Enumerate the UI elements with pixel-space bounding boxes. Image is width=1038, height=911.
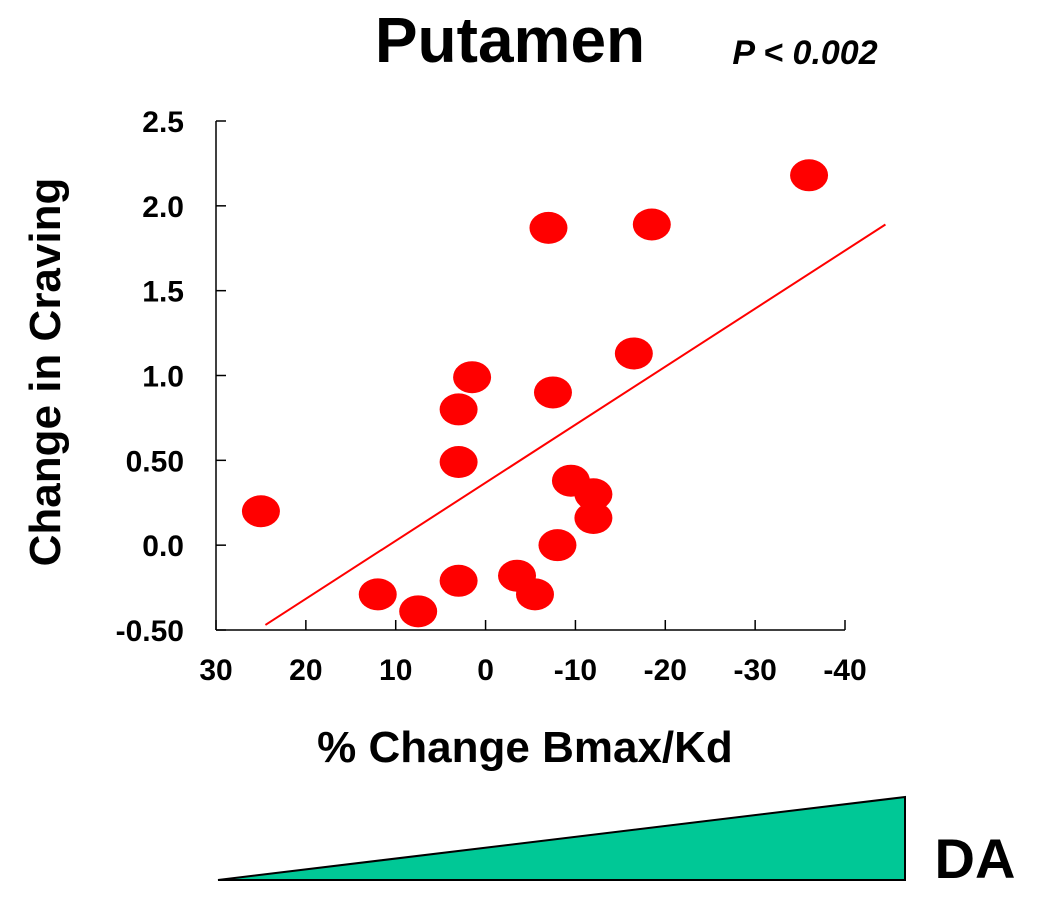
y-tick-label: -0.50 [116,615,184,648]
da-label: DA [935,827,1016,890]
x-tick-label: 10 [379,654,412,687]
x-tick-label: 0 [477,654,494,687]
y-tick-label: 2.5 [142,106,184,139]
regression-line [264,223,886,626]
data-point [439,393,478,426]
data-point [529,211,568,244]
x-axis-ticks: 30 20 10 0 -10 -20 -30 -40 [199,620,867,687]
chart-title: Putamen [375,4,645,76]
p-value-annotation: P < 0.002 [732,34,877,72]
y-tick-label: 0.0 [142,530,184,563]
data-point [614,337,653,370]
data-point [574,478,613,511]
data-point [632,208,671,241]
x-axis-label: % Change Bmax/Kd [317,723,733,772]
y-axis-ticks: -0.50 0.0 0.50 1.0 1.5 2.0 2.5 [116,106,226,648]
y-tick-label: 2.0 [142,191,184,224]
x-tick-label: -40 [823,654,866,687]
dopamine-gradient-wedge [217,795,906,881]
x-tick-label: 30 [199,654,232,687]
x-tick-label: -30 [733,654,776,687]
data-points [241,159,829,628]
x-tick-label: -10 [554,654,597,687]
data-point [538,529,577,562]
data-point [790,159,829,192]
data-point [439,446,478,479]
data-point [515,578,554,611]
data-point [358,578,397,611]
data-point [574,502,613,535]
data-point [453,361,492,394]
x-tick-label: -20 [644,654,687,687]
y-tick-label: 1.0 [142,361,184,394]
data-point [399,595,438,628]
data-point [241,495,280,528]
x-tick-label: 20 [289,654,322,687]
y-axis-label: Change in Craving [21,178,70,567]
y-tick-label: 0.50 [126,445,184,478]
data-point [533,376,572,409]
data-point [439,564,478,597]
y-tick-label: 1.5 [142,276,184,309]
